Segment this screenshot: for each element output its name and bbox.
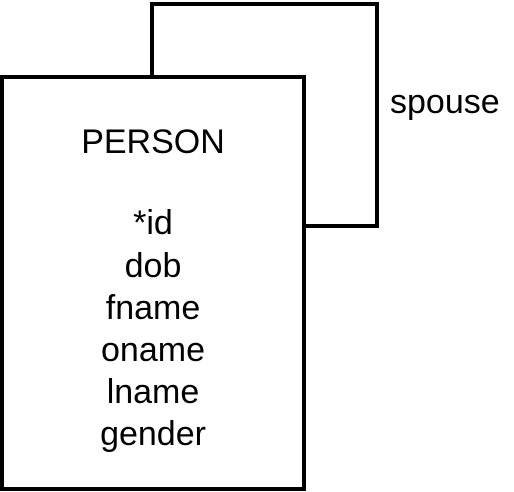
entity-attribute: fname <box>106 289 201 327</box>
spouse-relationship-line <box>150 2 379 228</box>
entity-attribute: lname <box>107 373 200 411</box>
entity-attribute: dob <box>125 247 182 285</box>
person-entity-box <box>0 75 306 491</box>
entity-attribute: oname <box>101 331 205 369</box>
entity-attribute: gender <box>100 415 206 453</box>
relationship-label: spouse <box>390 83 500 121</box>
entity-attribute: *id <box>133 204 173 242</box>
entity-name: PERSON <box>81 123 225 161</box>
